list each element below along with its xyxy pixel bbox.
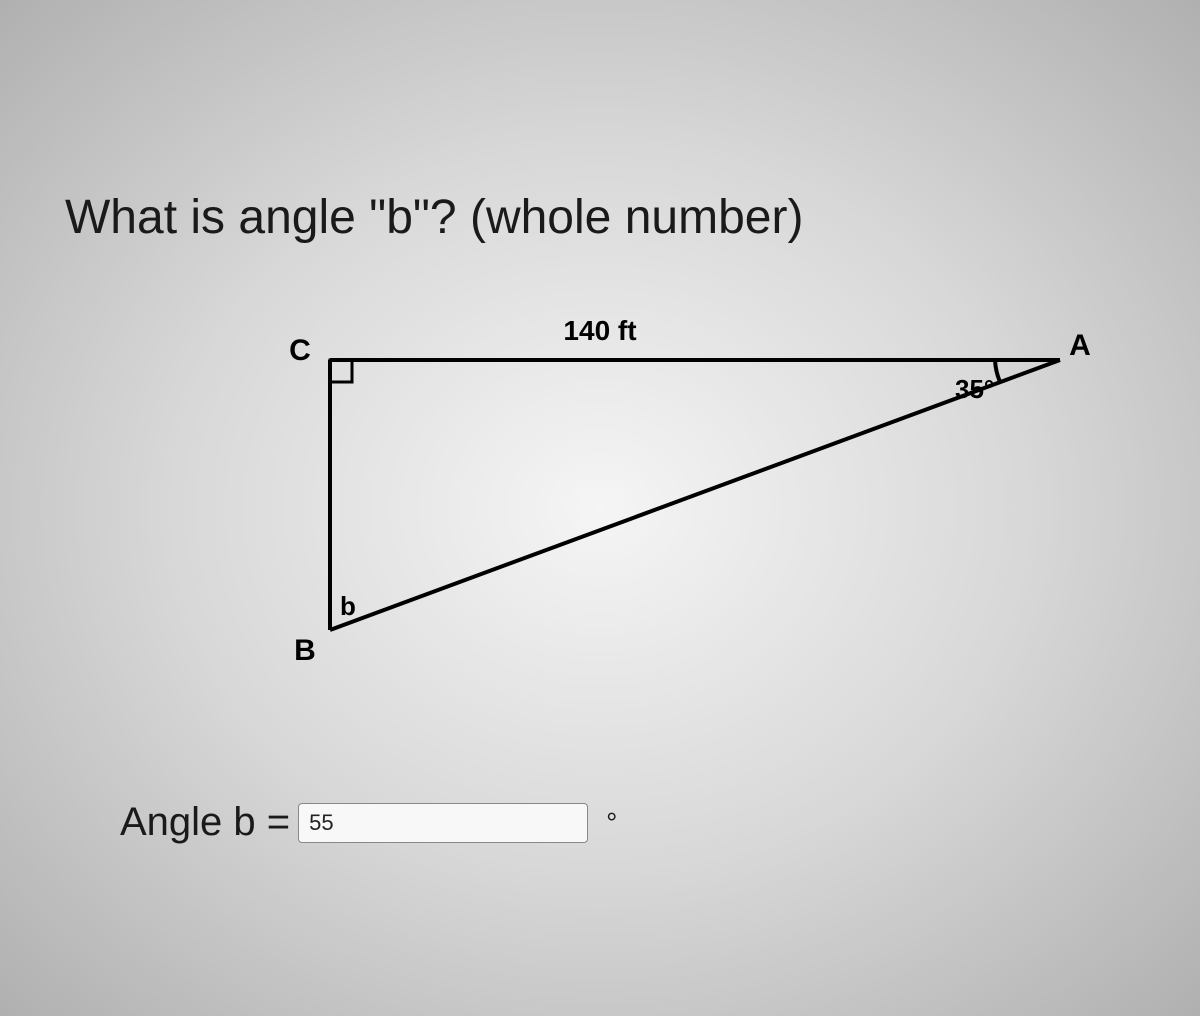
right-angle-marker (330, 360, 352, 382)
answer-label: Angle b = (120, 800, 290, 845)
side-top-label: 140 ft (563, 320, 636, 346)
vertex-A-label: A (1069, 329, 1091, 362)
angle-b-label: b (340, 591, 356, 621)
angle-A-value: 35° (955, 374, 994, 404)
angle-A-arc (995, 360, 1000, 382)
angle-b-input[interactable] (298, 803, 588, 843)
degree-symbol: ° (606, 807, 617, 839)
side-BA (330, 360, 1060, 630)
question-text: What is angle "b"? (whole number) (65, 190, 803, 245)
vertex-C-label: C (289, 334, 311, 367)
triangle-svg: 140 ft C A B b 35° (100, 320, 1100, 720)
triangle-diagram: 140 ft C A B b 35° (100, 320, 1100, 720)
answer-row: Angle b = ° (120, 800, 617, 845)
vertex-B-label: B (294, 634, 316, 667)
